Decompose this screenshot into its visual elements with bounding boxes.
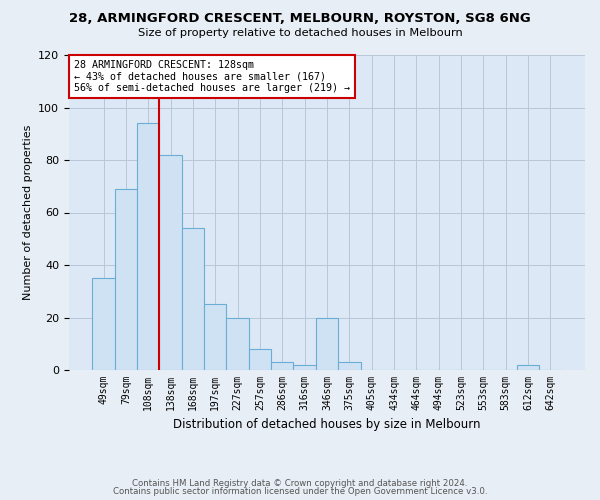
Bar xyxy=(249,349,271,370)
Bar xyxy=(338,362,361,370)
Bar xyxy=(293,365,316,370)
Text: 28 ARMINGFORD CRESCENT: 128sqm
← 43% of detached houses are smaller (167)
56% of: 28 ARMINGFORD CRESCENT: 128sqm ← 43% of … xyxy=(74,60,350,93)
Bar xyxy=(226,318,249,370)
Text: Contains public sector information licensed under the Open Government Licence v3: Contains public sector information licen… xyxy=(113,487,487,496)
Bar xyxy=(271,362,293,370)
Bar xyxy=(182,228,204,370)
Text: 28, ARMINGFORD CRESCENT, MELBOURN, ROYSTON, SG8 6NG: 28, ARMINGFORD CRESCENT, MELBOURN, ROYST… xyxy=(69,12,531,26)
Bar xyxy=(517,365,539,370)
Bar xyxy=(160,155,182,370)
Bar xyxy=(316,318,338,370)
Text: Contains HM Land Registry data © Crown copyright and database right 2024.: Contains HM Land Registry data © Crown c… xyxy=(132,478,468,488)
Text: Size of property relative to detached houses in Melbourn: Size of property relative to detached ho… xyxy=(137,28,463,38)
Bar xyxy=(115,189,137,370)
X-axis label: Distribution of detached houses by size in Melbourn: Distribution of detached houses by size … xyxy=(173,418,481,432)
Bar xyxy=(137,123,160,370)
Y-axis label: Number of detached properties: Number of detached properties xyxy=(23,125,32,300)
Bar xyxy=(92,278,115,370)
Bar xyxy=(204,304,226,370)
